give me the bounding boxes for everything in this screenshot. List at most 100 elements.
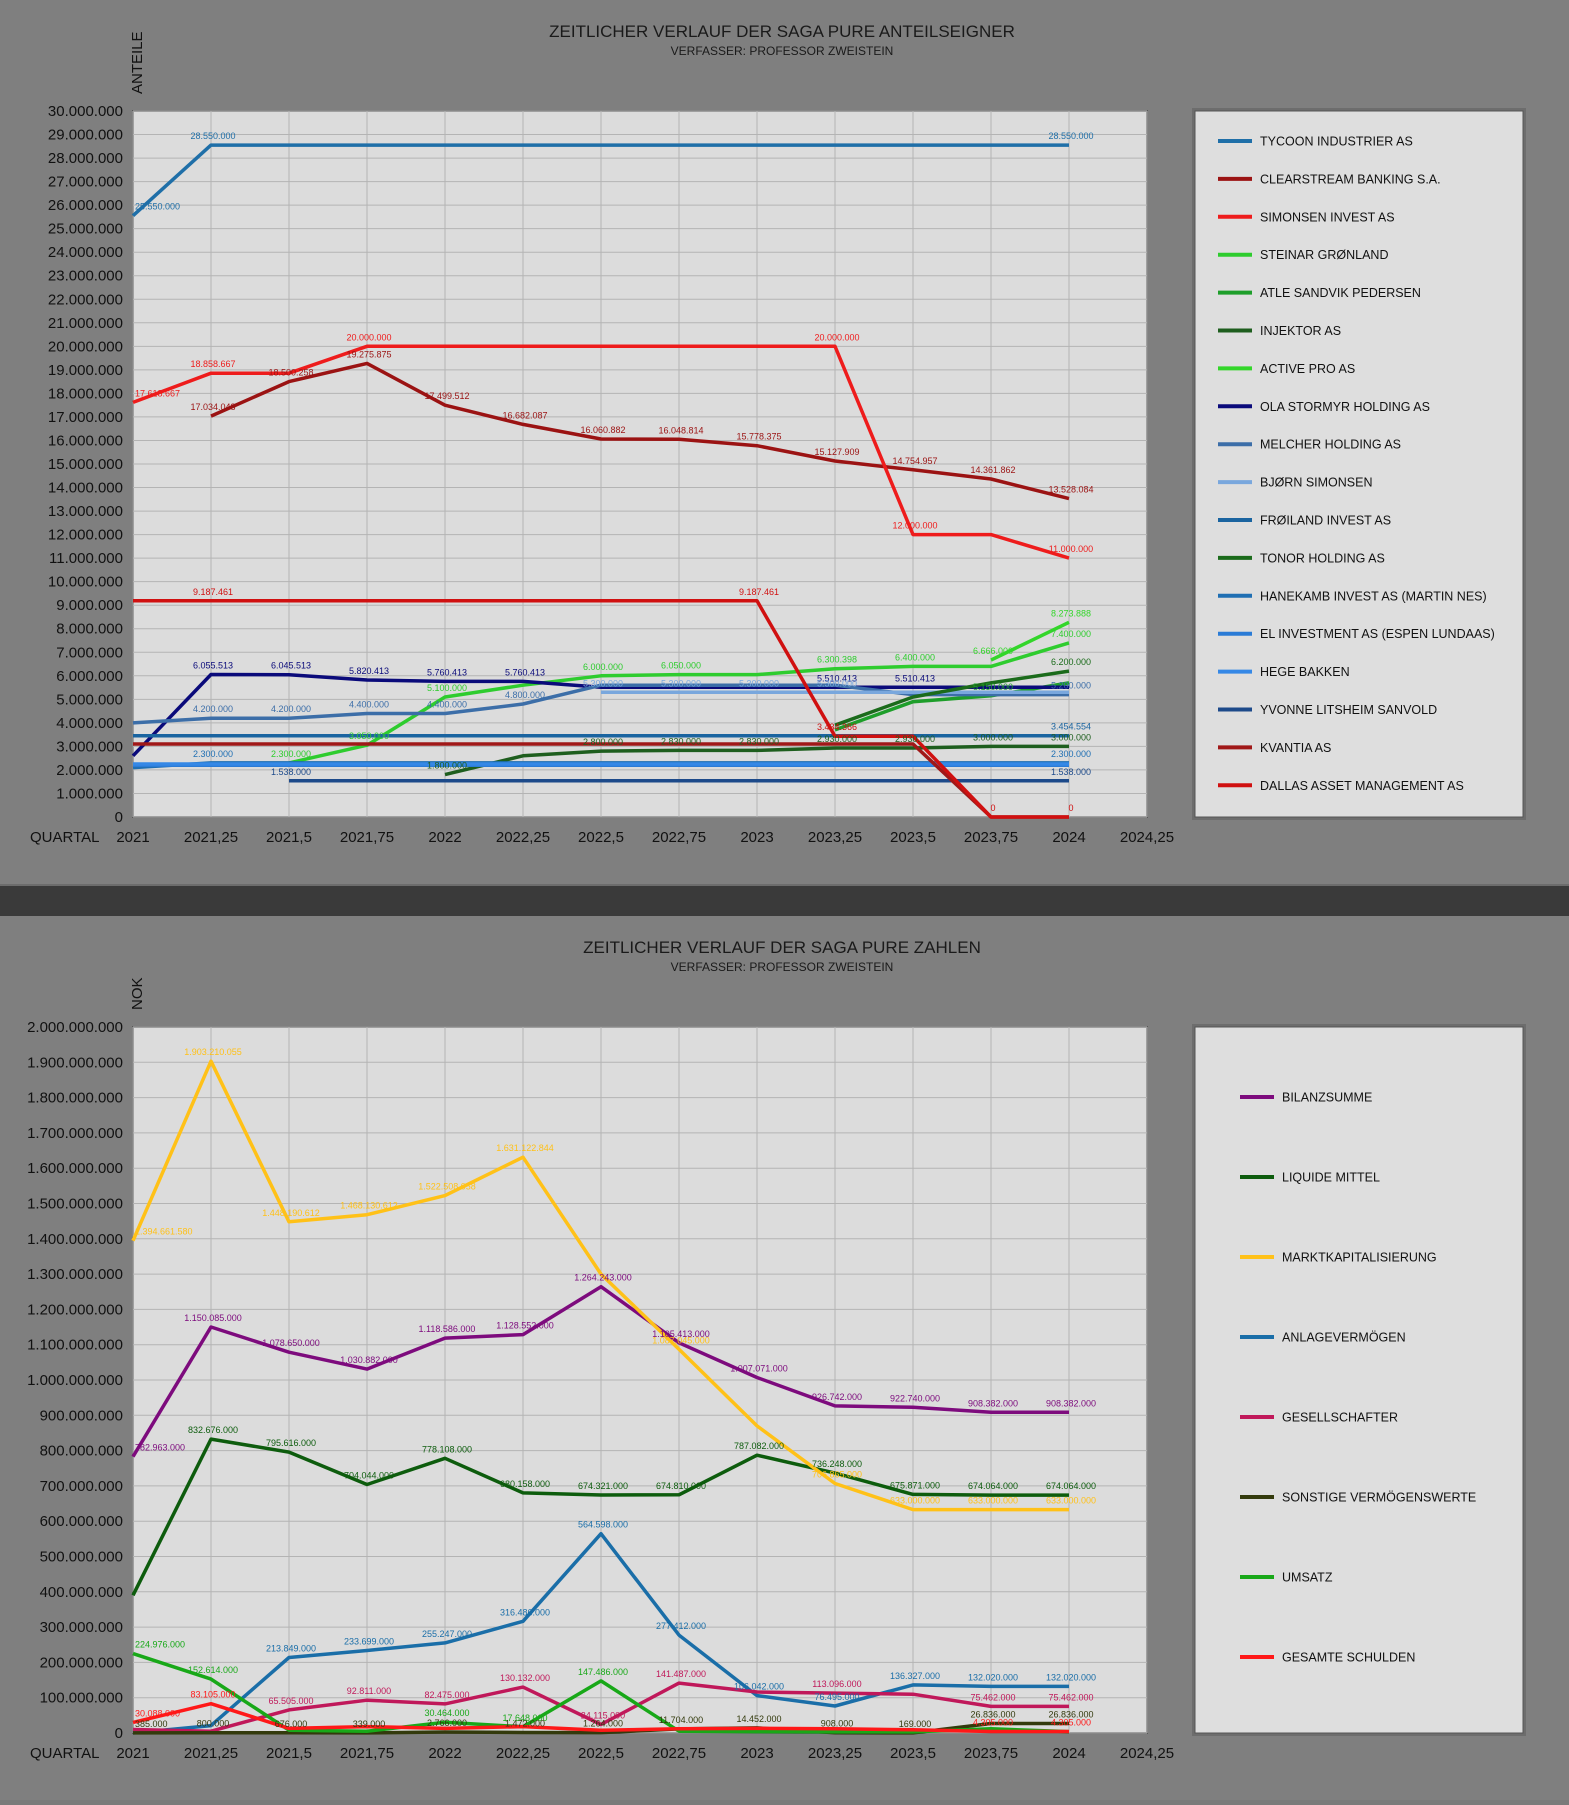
x-tick-label: 2024	[1052, 829, 1085, 846]
series-line-17	[133, 599, 1069, 819]
data-label: 5.100.000	[427, 683, 467, 693]
data-label: 12.000.000	[892, 521, 937, 531]
data-label: 82.475.000	[424, 1690, 469, 1700]
data-label: 4.400.000	[427, 699, 467, 709]
legend	[1194, 110, 1524, 818]
y-tick-label: 300.000.000	[40, 1619, 123, 1636]
data-label: 2.300.000	[1051, 749, 1091, 759]
y-tick-label: 7.000.000	[56, 644, 123, 661]
y-tick-label: 21.000.000	[48, 315, 123, 332]
y-tick-label: 12.000.000	[48, 527, 123, 544]
data-label: 169.000	[899, 1719, 932, 1729]
data-label: 5.820.413	[349, 666, 389, 676]
data-label: 65.505.000	[268, 1696, 313, 1706]
data-label: 1.078.650.000	[262, 1338, 320, 1348]
y-tick-label: 4.000.000	[56, 715, 123, 732]
y-tick-label: 2.000.000	[56, 762, 123, 779]
data-label: 2.930.000	[895, 734, 935, 744]
data-label: 1.472.000	[505, 1718, 545, 1728]
data-label: 16.060.882	[580, 425, 625, 435]
x-tick-label: 2021,25	[184, 1745, 238, 1762]
data-label: 922.740.000	[890, 1393, 940, 1403]
y-tick-label: 600.000.000	[40, 1513, 123, 1530]
data-label: 132.020.000	[968, 1672, 1018, 1682]
y-tick-label: 100.000.000	[40, 1690, 123, 1707]
data-label: 5.200.000	[1051, 681, 1091, 691]
y-tick-label: 1.200.000.000	[27, 1301, 123, 1318]
series-line-0	[131, 1284, 1069, 1458]
y-tick-label: 1.600.000.000	[27, 1160, 123, 1177]
chart-title: ZEITLICHER VERLAUF DER SAGA PURE ANTEILS…	[549, 22, 1015, 41]
data-label: 11.000.000	[1049, 544, 1093, 554]
data-label: 908.000	[821, 1719, 854, 1729]
y-tick-label: 30.000.000	[48, 103, 123, 120]
y-tick-label: 22.000.000	[48, 291, 123, 308]
y-tick-label: 1.100.000.000	[27, 1337, 123, 1354]
data-label: 3.454.554	[1051, 722, 1091, 732]
data-label: 3.000.000	[1051, 732, 1091, 742]
y-tick-label: 200.000.000	[40, 1654, 123, 1671]
legend-item: BJØRN SIMONSEN	[1260, 476, 1373, 490]
data-label: 5.300.000	[817, 678, 857, 688]
y-tick-label: 20.000.000	[48, 338, 123, 355]
y-tick-label: 900.000.000	[40, 1407, 123, 1424]
x-tick-label: 2021,25	[184, 829, 238, 846]
data-label: 3.434.366	[817, 722, 857, 732]
data-label: 4.400.000	[349, 699, 389, 709]
x-tick-label: 2021,75	[340, 1745, 394, 1762]
legend-item: KVANTIA AS	[1260, 741, 1331, 755]
legend-item: MELCHER HOLDING AS	[1260, 438, 1401, 452]
shareholder-chart: ZEITLICHER VERLAUF DER SAGA PURE ANTEILS…	[30, 22, 1526, 846]
legend-item: UMSATZ	[1282, 1571, 1333, 1585]
x-tick-label: 2021,5	[266, 829, 312, 846]
data-label: 926.742.000	[812, 1392, 862, 1402]
series-line-2	[132, 344, 1070, 560]
data-label: 1.448.190.612	[262, 1208, 320, 1218]
x-tick-label: 2022	[428, 1745, 461, 1762]
series-line-3	[132, 1531, 1069, 1735]
legend-item: LIQUIDE MITTEL	[1282, 1171, 1380, 1185]
data-label: 92.811.000	[347, 1686, 391, 1696]
legend-item: GESELLSCHAFTER	[1282, 1411, 1398, 1425]
legend-item: INJEKTOR AS	[1260, 324, 1341, 338]
data-label: 633.000.000	[968, 1496, 1018, 1506]
series-line-2	[131, 1059, 1069, 1512]
y-tick-label: 10.000.000	[48, 574, 123, 591]
y-tick-label: 8.000.000	[56, 621, 123, 638]
data-label: 213.849.000	[266, 1644, 316, 1654]
data-label: 2.830.000	[739, 736, 779, 746]
data-label: 6.666.000	[973, 646, 1013, 656]
x-tick-label: 2022,5	[578, 829, 624, 846]
data-label: 3.050.000	[349, 731, 389, 741]
data-label: 4.200.000	[271, 704, 311, 714]
series-line-6	[132, 1651, 1070, 1734]
x-axis-label: QUARTAL	[30, 829, 99, 846]
y-tick-label: 1.900.000.000	[27, 1054, 123, 1071]
data-label: 5.300.000	[661, 678, 701, 688]
data-label: 7.400.000	[1051, 629, 1091, 639]
data-label: 5.510.413	[895, 673, 935, 683]
data-label: 676.000	[275, 1719, 308, 1729]
data-label: 2.800.000	[583, 737, 623, 747]
legend-item: ATLE SANDVIK PEDERSEN	[1260, 286, 1421, 300]
data-label: 5.300.000	[739, 678, 779, 688]
y-tick-label: 0	[115, 809, 123, 826]
legend-item: SONSTIGE VERMÖGENSWERTE	[1282, 1491, 1476, 1505]
data-label: 339.000	[353, 1719, 386, 1729]
data-label: 800.000	[197, 1719, 230, 1729]
y-tick-label: 1.000.000.000	[27, 1372, 123, 1389]
data-label: 28.550.000	[190, 131, 235, 141]
y-axis-label: NOK	[129, 977, 146, 1010]
data-label: 1.468.130.612	[340, 1201, 398, 1211]
data-label: 680.158.000	[500, 1479, 550, 1489]
data-label: 2.766.000	[427, 1718, 467, 1728]
data-label: 28.550.000	[1048, 131, 1093, 141]
data-label: 674.064.000	[1046, 1481, 1096, 1491]
series-line-0	[131, 143, 1069, 217]
x-tick-label: 2022	[428, 829, 461, 846]
y-tick-label: 1.800.000.000	[27, 1090, 123, 1107]
data-label: 17.034.048	[190, 402, 235, 412]
data-label: 1.538.000	[271, 767, 311, 777]
legend-item: TYCOON INDUSTRIER AS	[1260, 135, 1413, 149]
legend-item: GESAMTE SCHULDEN	[1282, 1651, 1415, 1665]
